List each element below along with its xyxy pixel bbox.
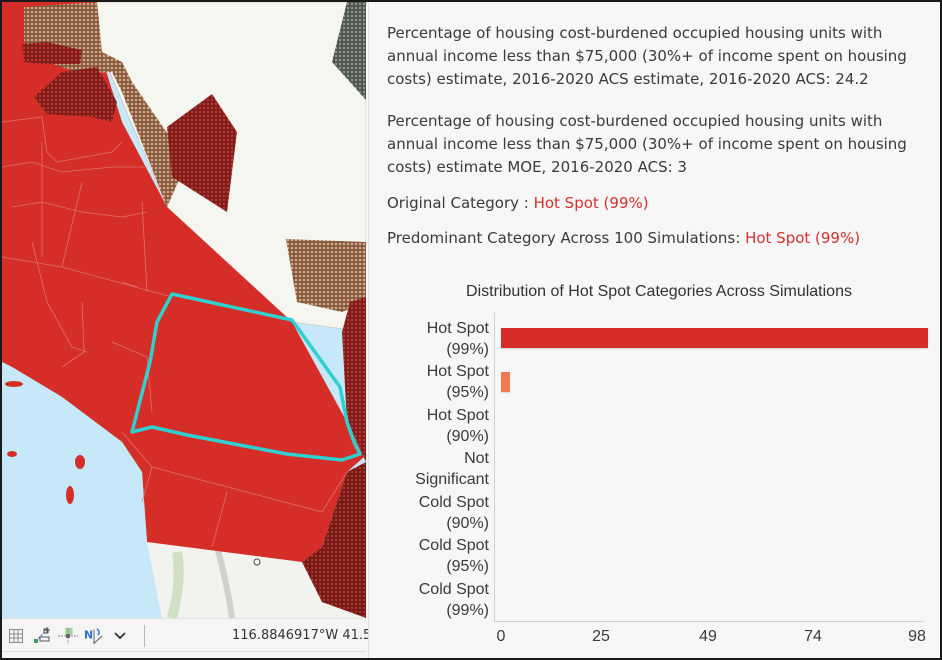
x-tick-2: 49	[699, 628, 717, 645]
chart-y-axis	[494, 312, 495, 622]
y-label-hot-95: Hot Spot (95%)	[426, 363, 489, 401]
x-tick-0: 0	[496, 628, 506, 645]
map-canvas[interactable]	[2, 2, 366, 618]
chevron-down-icon[interactable]	[110, 626, 130, 646]
y-label-cold-90: Cold Spot (90%)	[418, 494, 489, 532]
x-tick-1: 25	[592, 628, 610, 645]
snapping-icon[interactable]	[32, 626, 52, 646]
chart-x-axis	[494, 621, 924, 622]
grid-guides-icon[interactable]	[58, 626, 78, 646]
grid-icon[interactable]	[6, 626, 26, 646]
y-label-cold-95: Cold Spot (95%)	[418, 537, 489, 575]
map-view[interactable]	[2, 2, 366, 618]
north-arrow-icon[interactable]: N	[84, 626, 104, 646]
original-category-value: Hot Spot (99%)	[533, 194, 649, 212]
y-label-hot-90: Hot Spot (90%)	[426, 407, 489, 445]
predominant-category-label: Predominant Category Across 100 Simulati…	[387, 229, 746, 247]
toolbar-divider	[144, 625, 145, 647]
svg-text:N: N	[84, 629, 93, 642]
y-label-cold-99: Cold Spot (99%)	[418, 581, 489, 619]
x-tick-4: 98	[908, 628, 926, 645]
status-bar-divider	[2, 651, 366, 652]
bar-hot-99[interactable]	[501, 328, 928, 348]
chart-title: Distribution of Hot Spot Categories Acro…	[466, 283, 852, 300]
predominant-category: Predominant Category Across 100 Simulati…	[387, 228, 932, 248]
predominant-category-value: Hot Spot (99%)	[745, 229, 861, 247]
x-tick-3: 74	[804, 628, 822, 645]
selected-county-outline	[130, 292, 362, 462]
original-category-label: Original Category :	[387, 194, 534, 212]
popup-field-moe: Percentage of housing cost-burdened occu…	[387, 112, 907, 176]
popup-field-estimate: Percentage of housing cost-burdened occu…	[387, 24, 907, 88]
original-category: Original Category : Hot Spot (99%)	[387, 192, 932, 215]
bar-chart: Hot Spot (99%) Hot Spot (95%) Hot Spot (90%…	[369, 312, 940, 658]
y-label-not-significant: Not Significant	[415, 450, 489, 488]
map-status-bar: N 116.8846917°W 41.5	[2, 618, 371, 658]
map-coordinates: 116.8846917°W 41.5	[232, 628, 372, 643]
bar-hot-95[interactable]	[501, 372, 510, 392]
popup-panel: Percentage of housing cost-burdened occu…	[368, 2, 940, 658]
y-label-hot-99: Hot Spot (99%)	[426, 320, 489, 358]
